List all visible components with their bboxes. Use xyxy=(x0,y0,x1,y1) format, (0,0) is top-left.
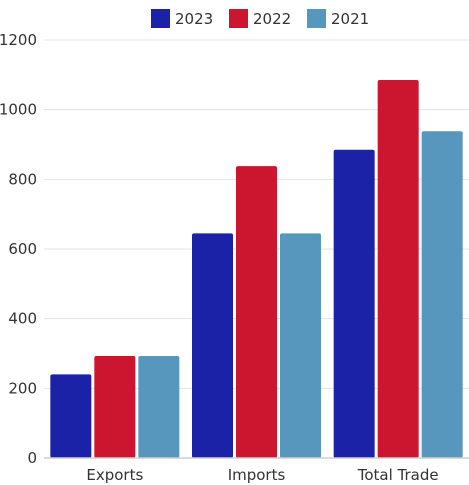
bar-2021-imports xyxy=(280,233,321,458)
y-tick-label: 200 xyxy=(8,379,37,397)
x-category-label: Imports xyxy=(228,466,286,484)
y-tick-label: 400 xyxy=(8,310,37,328)
legend-swatch-2022 xyxy=(229,9,248,28)
bar-2022-total-trade xyxy=(377,80,419,458)
bar-2021-total-trade xyxy=(421,131,463,458)
y-tick-label: 800 xyxy=(8,170,37,188)
bar-2022-imports xyxy=(236,166,277,458)
y-tick-label: 600 xyxy=(8,240,37,258)
bar-2022-exports xyxy=(94,355,136,458)
legend-swatch-2023 xyxy=(151,9,170,28)
y-tick-label: 1200 xyxy=(0,31,37,49)
bar-2023-imports xyxy=(192,233,233,458)
x-axis: Exports Imports Total Trade xyxy=(44,457,469,484)
x-category-label: Total Trade xyxy=(357,466,439,484)
bar-2023-total-trade xyxy=(333,149,375,458)
legend-label-2021: 2021 xyxy=(331,10,369,28)
legend-label-2023: 2023 xyxy=(175,10,213,28)
x-category-label: Exports xyxy=(86,466,143,484)
bar-2023-exports xyxy=(50,374,92,458)
legend: 2023 2022 2021 xyxy=(151,9,369,28)
y-axis: 0 200 400 600 800 1000 1200 xyxy=(0,31,37,467)
legend-swatch-2021 xyxy=(307,9,326,28)
bar-2021-exports xyxy=(138,355,180,458)
bars xyxy=(50,80,463,458)
y-tick-label: 1000 xyxy=(0,101,37,119)
y-tick-label: 0 xyxy=(27,449,37,467)
legend-label-2022: 2022 xyxy=(253,10,291,28)
